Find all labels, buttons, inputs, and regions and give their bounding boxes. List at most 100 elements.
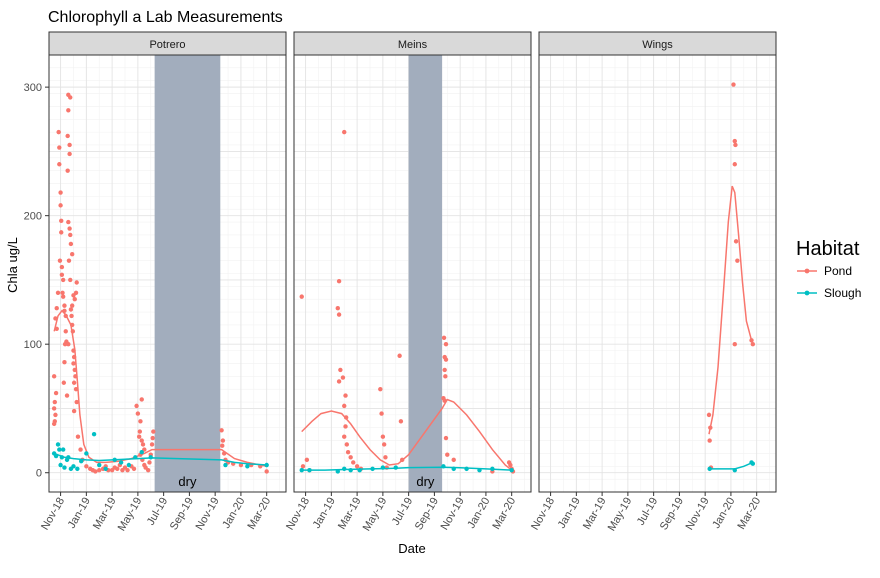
- data-point-pond: [344, 442, 350, 447]
- panel-border: [538, 54, 777, 493]
- x-tick-label: Sep-19: [658, 496, 686, 533]
- data-point-slough: [118, 460, 124, 465]
- data-point-pond: [378, 386, 383, 392]
- data-point-slough: [84, 451, 89, 456]
- data-point-pond: [343, 424, 348, 429]
- data-point-pond: [379, 411, 384, 416]
- data-point-pond: [135, 411, 141, 416]
- data-point-pond: [59, 272, 65, 277]
- data-point-pond: [69, 303, 75, 308]
- data-point-pond: [53, 412, 58, 418]
- data-point-pond: [220, 438, 226, 443]
- data-point-pond: [68, 232, 73, 238]
- data-point-pond: [138, 419, 143, 424]
- data-point-slough: [707, 466, 712, 472]
- data-point-pond: [443, 357, 449, 362]
- data-point-pond: [65, 133, 70, 139]
- data-point-pond: [443, 435, 449, 441]
- panel-strip-label: Wings: [642, 39, 673, 51]
- data-point-slough: [60, 447, 66, 452]
- x-tick-label: Sep-19: [168, 496, 196, 533]
- data-point-pond: [68, 95, 73, 100]
- data-point-pond: [342, 434, 347, 439]
- data-point-pond: [354, 464, 360, 469]
- data-point-pond: [304, 457, 310, 463]
- trend-line-slough: [301, 466, 512, 471]
- data-point-pond: [115, 466, 120, 472]
- y-tick-label: 200: [24, 211, 42, 223]
- data-point-pond: [445, 452, 450, 457]
- data-point-pond: [134, 403, 139, 409]
- data-point-pond: [51, 421, 57, 427]
- x-tick-label: Jul-19: [145, 496, 170, 528]
- data-point-pond: [55, 290, 61, 295]
- data-point-pond: [71, 293, 76, 298]
- data-point-pond: [397, 353, 402, 358]
- data-point-pond: [66, 258, 72, 263]
- trend-line-slough: [53, 452, 267, 466]
- data-point-pond: [139, 397, 144, 402]
- data-point-pond: [151, 429, 156, 434]
- x-tick-label: Mar-20: [735, 496, 763, 532]
- data-point-pond: [68, 307, 74, 312]
- x-tick-label: Nov-18: [284, 496, 312, 533]
- data-point-pond: [345, 449, 351, 455]
- x-tick-label: Jan-20: [465, 495, 492, 530]
- data-point-pond: [140, 442, 146, 447]
- x-tick-label: Jan-20: [220, 496, 247, 531]
- data-point-pond: [68, 241, 74, 247]
- x-tick-label: Jan-19: [66, 496, 93, 531]
- data-point-pond: [299, 294, 304, 299]
- data-point-slough: [55, 442, 61, 447]
- data-point-pond: [125, 467, 130, 473]
- data-point-pond: [336, 312, 342, 317]
- x-tick-label: Nov-19: [194, 496, 222, 533]
- data-point-pond: [67, 151, 72, 157]
- data-point-pond: [67, 226, 72, 231]
- data-point-pond: [706, 412, 712, 418]
- dry-period-label: dry: [416, 474, 435, 489]
- data-point-pond: [84, 464, 89, 469]
- x-tick-label: Nov-18: [39, 496, 67, 533]
- data-point-pond: [74, 280, 79, 285]
- data-point-pond: [66, 219, 71, 225]
- x-tick-label: May-19: [361, 496, 390, 534]
- data-point-pond: [131, 466, 137, 472]
- data-point-pond: [380, 434, 386, 439]
- data-point-pond: [707, 438, 712, 443]
- data-point-pond: [66, 341, 71, 347]
- x-tick-label: Jan-20: [710, 496, 737, 531]
- data-point-pond: [71, 380, 77, 385]
- data-point-pond: [336, 279, 342, 284]
- data-point-slough: [97, 462, 102, 468]
- y-tick-label: 0: [36, 468, 42, 480]
- panel-border: [48, 54, 287, 493]
- data-point-pond: [733, 239, 739, 244]
- data-point-pond: [51, 406, 57, 411]
- trend-line-pond: [301, 398, 513, 471]
- data-point-pond: [343, 393, 348, 398]
- data-point-pond: [147, 460, 152, 465]
- data-point-pond: [136, 434, 142, 439]
- data-point-pond: [71, 361, 76, 366]
- x-tick-label: May-19: [116, 496, 145, 534]
- data-point-pond: [441, 335, 447, 340]
- data-point-pond: [66, 108, 71, 113]
- data-point-pond: [336, 379, 342, 384]
- data-point-pond: [749, 338, 754, 343]
- x-axis-title: Date: [398, 541, 425, 556]
- data-point-pond: [54, 306, 59, 311]
- data-point-pond: [398, 419, 404, 424]
- data-point-pond: [93, 469, 98, 474]
- data-point-pond: [57, 145, 62, 150]
- data-point-pond: [69, 313, 74, 319]
- x-tick-label: Mar-20: [245, 496, 273, 532]
- data-point-slough: [139, 449, 144, 455]
- legend-label-slough: Slough: [824, 286, 861, 300]
- data-point-pond: [219, 428, 224, 433]
- legend-title: Habitat: [796, 238, 860, 260]
- y-tick-label: 100: [24, 339, 42, 351]
- data-point-pond: [58, 203, 63, 208]
